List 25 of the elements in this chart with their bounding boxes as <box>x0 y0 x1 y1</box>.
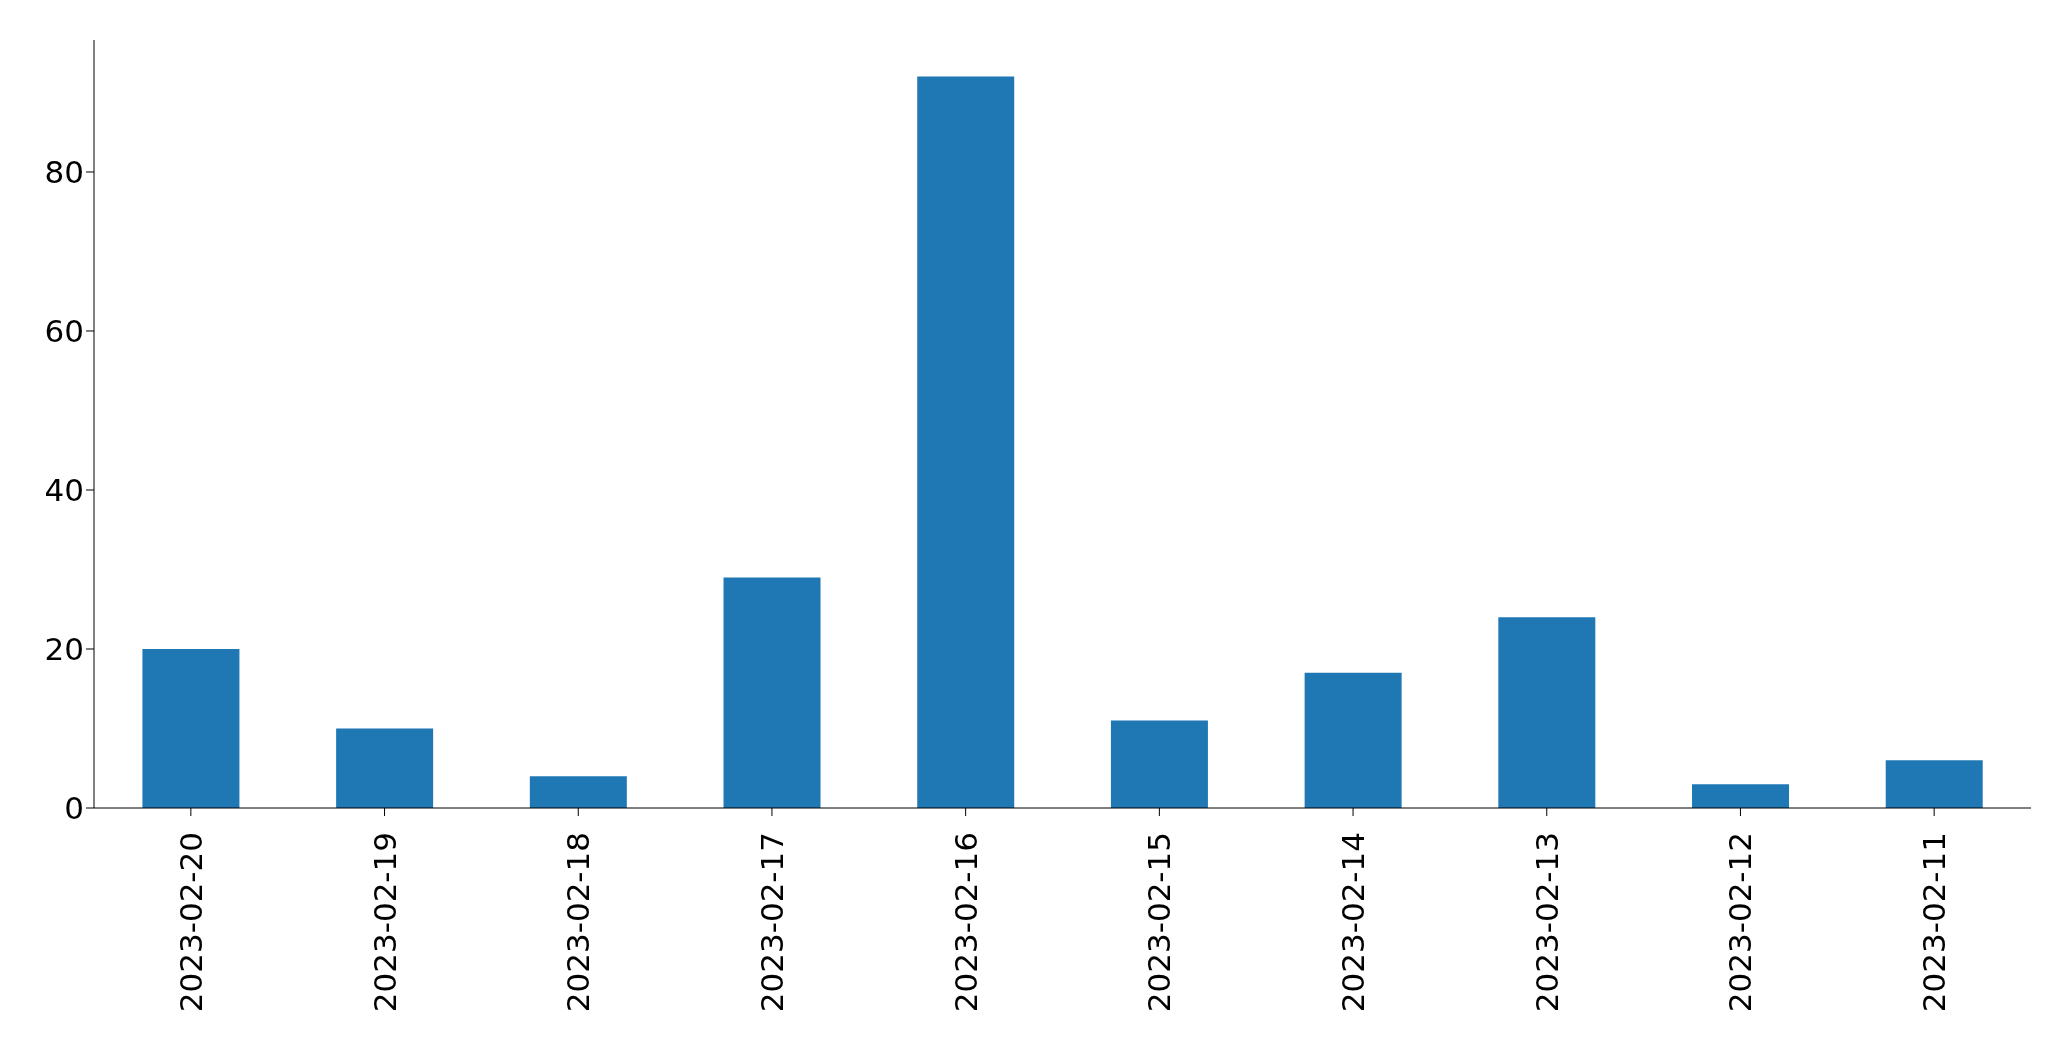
bar <box>1692 784 1790 808</box>
y-tick-label: 20 <box>44 631 84 667</box>
bar <box>142 648 240 808</box>
y-tick-label: 80 <box>44 153 84 190</box>
bar <box>1498 617 1596 808</box>
x-tick-label: 2023-02-18 <box>560 832 597 1013</box>
x-tick-label: 2023-02-12 <box>1722 832 1759 1013</box>
bar <box>917 76 1015 808</box>
bar <box>1885 760 1983 808</box>
x-tick-label: 2023-02-17 <box>753 832 790 1013</box>
x-tick-label: 2023-02-16 <box>947 832 984 1013</box>
x-tick-label: 2023-02-19 <box>366 832 403 1013</box>
bar <box>336 728 434 808</box>
bar <box>1304 672 1402 808</box>
bar <box>723 577 821 808</box>
y-tick-label: 60 <box>44 312 84 349</box>
y-tick-label: 40 <box>44 471 84 508</box>
x-tick-label: 2023-02-15 <box>1141 832 1178 1013</box>
x-tick-label: 2023-02-13 <box>1528 832 1565 1013</box>
bar <box>529 776 627 808</box>
y-tick-label: 0 <box>64 790 84 827</box>
x-tick-label: 2023-02-11 <box>1916 832 1953 1013</box>
x-tick-label: 2023-02-14 <box>1335 832 1372 1013</box>
bar <box>1110 720 1208 808</box>
x-tick-label: 2023-02-20 <box>172 832 209 1013</box>
